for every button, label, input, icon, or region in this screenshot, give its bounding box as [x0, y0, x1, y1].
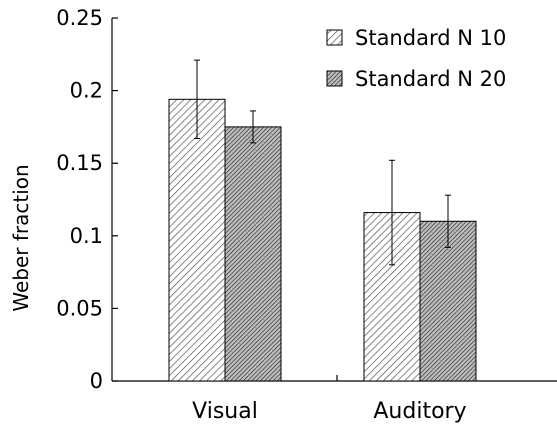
axes: 0 0.05 0.1 0.15 0.2 0.25	[56, 6, 557, 393]
legend-label-1: Standard N 10	[355, 26, 506, 50]
y-tick-label: 0	[90, 369, 103, 393]
y-tick-label: 0.05	[56, 296, 103, 320]
x-tick-label: Visual	[192, 399, 258, 424]
y-ticks: 0 0.05 0.1 0.15 0.2 0.25	[56, 6, 118, 393]
category-labels: Visual Auditory	[192, 399, 466, 424]
y-tick-label: 0.2	[70, 79, 103, 103]
legend-swatch-1	[326, 29, 343, 46]
y-tick-label: 0.15	[56, 151, 103, 175]
y-axis-title: Weber fraction	[9, 164, 33, 311]
error-bars	[194, 59, 451, 266]
y-tick-label: 0.1	[70, 224, 103, 248]
x-tick-label: Auditory	[373, 399, 466, 424]
legend: Standard N 10 Standard N 20	[326, 26, 506, 91]
y-tick-label: 0.25	[56, 6, 103, 30]
bars	[168, 98, 477, 382]
legend-swatch-2	[326, 70, 343, 87]
bar-visual-series-1	[168, 98, 226, 382]
bar-visual-series-2	[224, 126, 282, 382]
legend-label-2: Standard N 20	[355, 67, 506, 91]
